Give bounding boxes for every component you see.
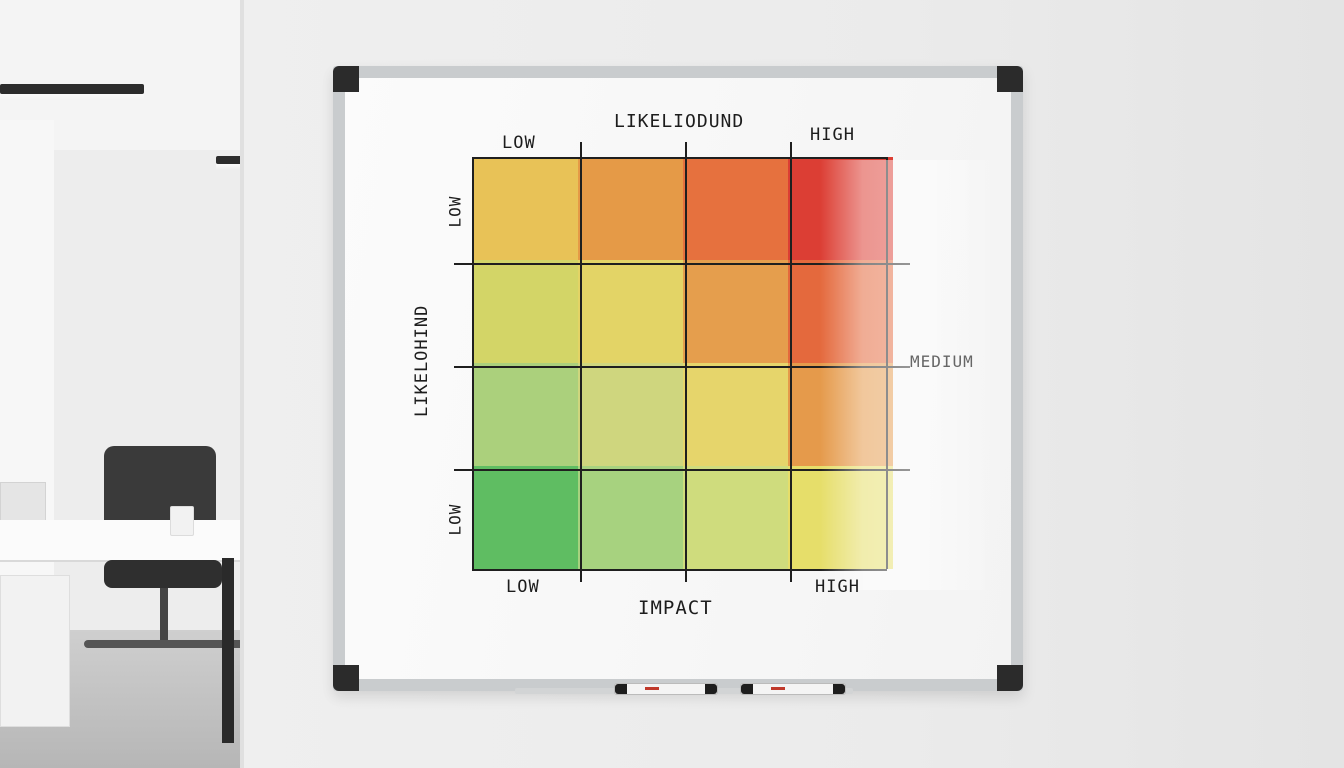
matrix-grid-line — [454, 469, 910, 471]
matrix-cell-r3-c2 — [578, 363, 683, 466]
bottom-low-label: LOW — [506, 577, 540, 597]
ceiling-light — [216, 156, 244, 170]
matrix-cell-r4-c3 — [683, 466, 788, 569]
top-low-label: LOW — [502, 133, 536, 153]
matrix-grid-line — [580, 142, 582, 582]
matrix-cell-r3-c1 — [473, 363, 578, 466]
matrix-cell-r1-c4 — [788, 157, 893, 260]
matrix-cell-r4-c2 — [578, 466, 683, 569]
office-chair-back — [104, 446, 216, 530]
desk — [0, 520, 242, 560]
whiteboard-corner — [997, 66, 1023, 92]
matrix-grid-line — [473, 157, 887, 159]
matrix-cell-r2-c1 — [473, 260, 578, 363]
marker — [740, 683, 846, 695]
office-chair-base — [84, 640, 244, 648]
matrix-grid-line — [472, 157, 474, 571]
matrix-cell-r3-c4 — [788, 363, 893, 466]
top-high-label: HIGH — [810, 125, 855, 145]
whiteboard-corner — [997, 665, 1023, 691]
matrix-cell-r2-c3 — [683, 260, 788, 363]
matrix-grid-line — [473, 569, 887, 571]
desk-leg — [222, 558, 234, 743]
ceiling-light — [0, 84, 144, 100]
matrix-grid-line — [886, 157, 888, 569]
matrix-cell-r4-c4 — [788, 466, 893, 569]
matrix-cell-r1-c1 — [473, 157, 578, 260]
right-medium-label: MEDIUM — [910, 352, 974, 371]
matrix-cell-r1-c3 — [683, 157, 788, 260]
whiteboard-corner — [333, 665, 359, 691]
matrix-grid-line — [685, 142, 687, 582]
left-low-top-label: LOW — [445, 195, 465, 228]
matrix-grid-line — [454, 263, 910, 265]
bottom-axis-title: IMPACT — [638, 597, 713, 619]
cabinet — [0, 575, 70, 727]
matrix-cell-r1-c2 — [578, 157, 683, 260]
matrix-grid-line — [454, 366, 910, 368]
pen-cup — [170, 506, 194, 536]
matrix-cell-r4-c1 — [473, 466, 578, 569]
matrix-cell-r2-c4 — [788, 260, 893, 363]
matrix-cell-r2-c2 — [578, 260, 683, 363]
marker — [614, 683, 718, 695]
office-chair-stem — [160, 588, 168, 648]
whiteboard-corner — [333, 66, 359, 92]
left-low-bottom-label: LOW — [445, 503, 465, 536]
door-frame — [240, 0, 246, 768]
matrix-grid-line — [790, 142, 792, 582]
office-chair-seat — [104, 560, 222, 588]
matrix-cell-r3-c3 — [683, 363, 788, 466]
background-office — [0, 0, 244, 768]
left-axis-title: LIKELOHIND — [412, 304, 432, 417]
top-axis-title: LIKELIODUND — [614, 111, 745, 132]
bottom-high-label: HIGH — [815, 577, 860, 597]
